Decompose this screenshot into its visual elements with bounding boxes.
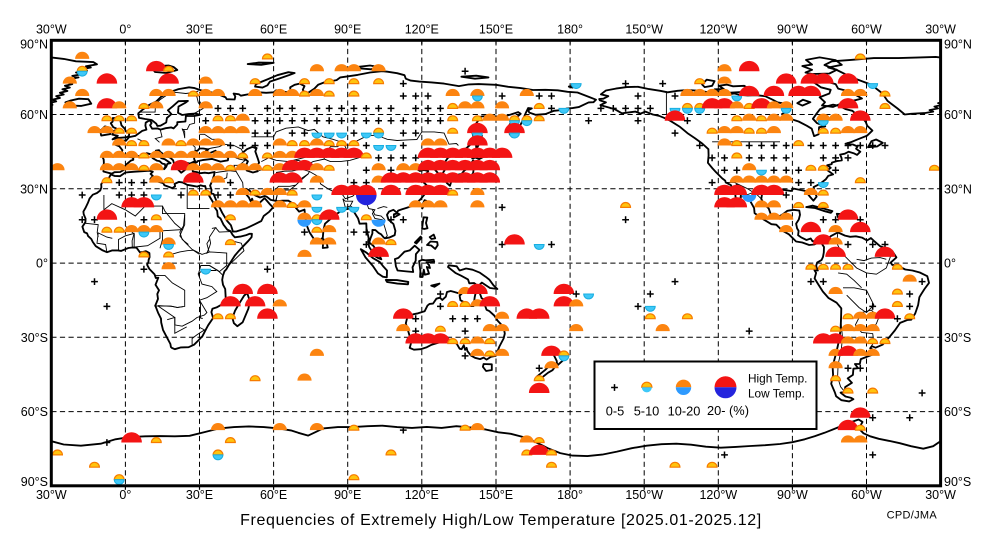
svg-text:150°E: 150°E <box>479 488 513 502</box>
svg-text:60°W: 60°W <box>851 488 882 502</box>
svg-text:30°W: 30°W <box>925 23 956 37</box>
svg-text:30°N: 30°N <box>944 182 972 196</box>
svg-text:90°S: 90°S <box>21 475 48 489</box>
svg-text:High Temp.: High Temp. <box>748 372 807 386</box>
svg-text:30°E: 30°E <box>186 23 213 37</box>
svg-text:150°W: 150°W <box>625 488 663 502</box>
svg-text:30°S: 30°S <box>21 331 48 345</box>
svg-text:Low Temp.: Low Temp. <box>748 387 805 401</box>
svg-text:Frequencies of Extremely High/: Frequencies of Extremely High/Low Temper… <box>240 512 762 529</box>
svg-text:60°W: 60°W <box>851 23 882 37</box>
svg-text:60°S: 60°S <box>21 405 48 419</box>
svg-text:30°W: 30°W <box>36 23 67 37</box>
svg-text:30°E: 30°E <box>186 488 213 502</box>
svg-text:20- (%): 20- (%) <box>707 403 749 418</box>
svg-text:CPD/JMA: CPD/JMA <box>887 510 938 522</box>
svg-text:30°W: 30°W <box>925 488 956 502</box>
svg-text:120°W: 120°W <box>699 23 737 37</box>
svg-text:0°: 0° <box>36 257 48 271</box>
svg-text:0°: 0° <box>119 23 131 37</box>
svg-text:150°E: 150°E <box>479 23 513 37</box>
svg-text:30°W: 30°W <box>36 488 67 502</box>
svg-text:30°S: 30°S <box>944 331 971 345</box>
svg-text:90°N: 90°N <box>20 37 48 51</box>
svg-text:10-20: 10-20 <box>668 404 701 419</box>
svg-text:0°: 0° <box>119 488 131 502</box>
svg-text:90°E: 90°E <box>334 488 361 502</box>
svg-text:90°E: 90°E <box>334 23 361 37</box>
svg-text:5-10: 5-10 <box>634 404 660 419</box>
svg-text:60°N: 60°N <box>944 108 972 122</box>
svg-text:180°: 180° <box>557 23 583 37</box>
svg-text:60°E: 60°E <box>260 23 287 37</box>
svg-text:60°N: 60°N <box>20 108 48 122</box>
svg-text:30°N: 30°N <box>20 182 48 196</box>
svg-text:180°: 180° <box>557 488 583 502</box>
svg-text:150°W: 150°W <box>625 23 663 37</box>
svg-text:90°W: 90°W <box>777 488 808 502</box>
svg-text:60°S: 60°S <box>944 405 971 419</box>
svg-text:90°S: 90°S <box>944 475 971 489</box>
svg-text:90°N: 90°N <box>944 37 972 51</box>
svg-text:120°W: 120°W <box>699 488 737 502</box>
svg-text:0-5: 0-5 <box>606 404 625 419</box>
svg-text:90°W: 90°W <box>777 23 808 37</box>
svg-text:120°E: 120°E <box>405 488 439 502</box>
svg-text:0°: 0° <box>944 257 956 271</box>
svg-text:120°E: 120°E <box>405 23 439 37</box>
svg-text:60°E: 60°E <box>260 488 287 502</box>
